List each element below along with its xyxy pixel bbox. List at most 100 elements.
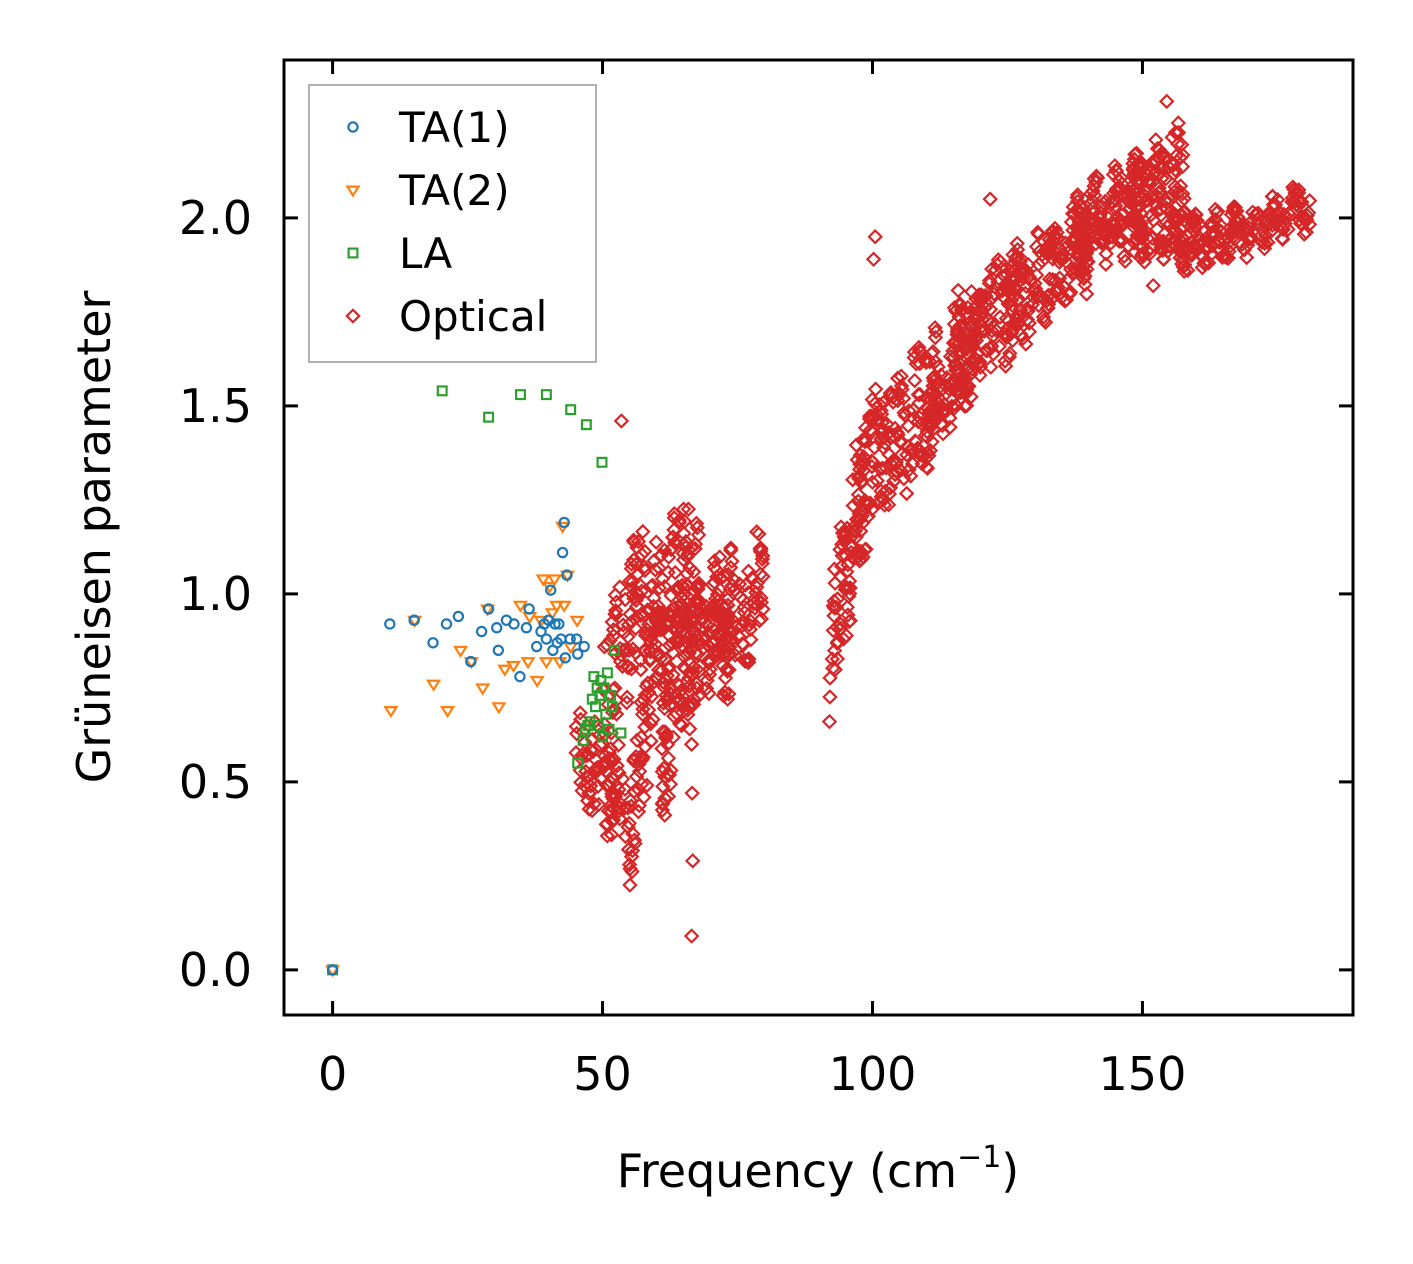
data-point [1028,267,1045,283]
data-point [1156,251,1172,268]
y-tick-label: 1.5 [179,379,252,433]
data-point [676,601,693,617]
data-point [1234,217,1251,233]
legend-marker [345,185,361,198]
data-point [1250,215,1266,231]
data-point [741,651,757,667]
data-point [1170,115,1187,131]
data-point [898,485,915,502]
data-point [754,551,771,567]
data-point [1250,205,1266,222]
data-point [1136,254,1153,270]
data-point [659,667,675,684]
data-point [508,618,520,630]
data-point [623,661,640,677]
data-point [1010,316,1026,333]
data-point [610,794,627,810]
data-point [839,599,856,615]
data-point [621,856,638,873]
data-point [549,618,561,630]
data-point [535,574,551,587]
data-point [1220,250,1237,266]
data-point [983,315,1000,332]
data-point [1128,231,1145,247]
data-point [1086,178,1102,194]
data-point [684,785,700,801]
data-point [857,493,873,510]
data-point [689,519,706,536]
data-point [556,546,569,559]
data-point [704,577,721,593]
data-point [639,602,656,618]
data-point [553,618,565,630]
data-point [625,552,642,568]
legend-item: Optical [345,292,547,341]
data-point [608,644,620,656]
data-point [715,647,731,663]
data-point [648,534,664,550]
data-point [628,768,645,785]
data-point [958,385,974,402]
data-point [851,461,868,478]
data-point [752,541,768,558]
data-point [1178,237,1195,253]
data-point [953,317,970,334]
data-point [615,727,627,739]
data-point [1096,227,1112,243]
data-point [743,631,759,648]
data-point [505,660,522,674]
data-point [1217,249,1234,265]
data-point [604,786,620,802]
data-point [1170,125,1186,141]
data-point [635,523,651,540]
data-point [617,781,633,797]
data-point [925,378,941,394]
data-point [676,513,693,530]
data-point [1139,161,1155,177]
data-point [963,366,979,382]
data-point [603,826,620,843]
data-point [901,462,917,478]
data-point [640,616,657,633]
data-point [716,605,732,622]
data-point [598,682,610,694]
data-point [1077,211,1094,228]
data-point [868,406,885,422]
data-point [1105,185,1122,202]
data-point [1123,188,1140,205]
data-point [724,553,740,570]
data-point [605,689,617,701]
data-point [1196,255,1212,272]
legend-item: TA(1) [347,103,510,152]
legend-marker [347,121,359,133]
data-point [681,721,698,737]
data-point [596,456,608,468]
data-point [832,620,849,637]
data-point [657,651,674,668]
data-point [1108,192,1124,209]
data-point [895,390,912,407]
data-point [688,515,705,532]
data-point [325,965,341,978]
data-point [1027,275,1043,292]
data-point [717,684,733,701]
data-point [837,526,854,543]
data-point [520,657,536,670]
data-point [893,446,910,463]
data-point [1166,166,1182,182]
data-point [942,419,958,435]
data-point [685,691,702,707]
data-point [1020,303,1036,319]
data-point [1106,212,1123,228]
data-point [1152,201,1169,217]
data-point [613,413,630,429]
data-point [736,599,753,615]
data-point [639,777,655,794]
data-point [1018,336,1034,352]
data-point [687,540,703,557]
data-point [629,539,645,556]
data-point [864,501,880,518]
data-point [631,756,647,772]
data-point [561,569,573,581]
plot-frame [282,58,1355,1017]
